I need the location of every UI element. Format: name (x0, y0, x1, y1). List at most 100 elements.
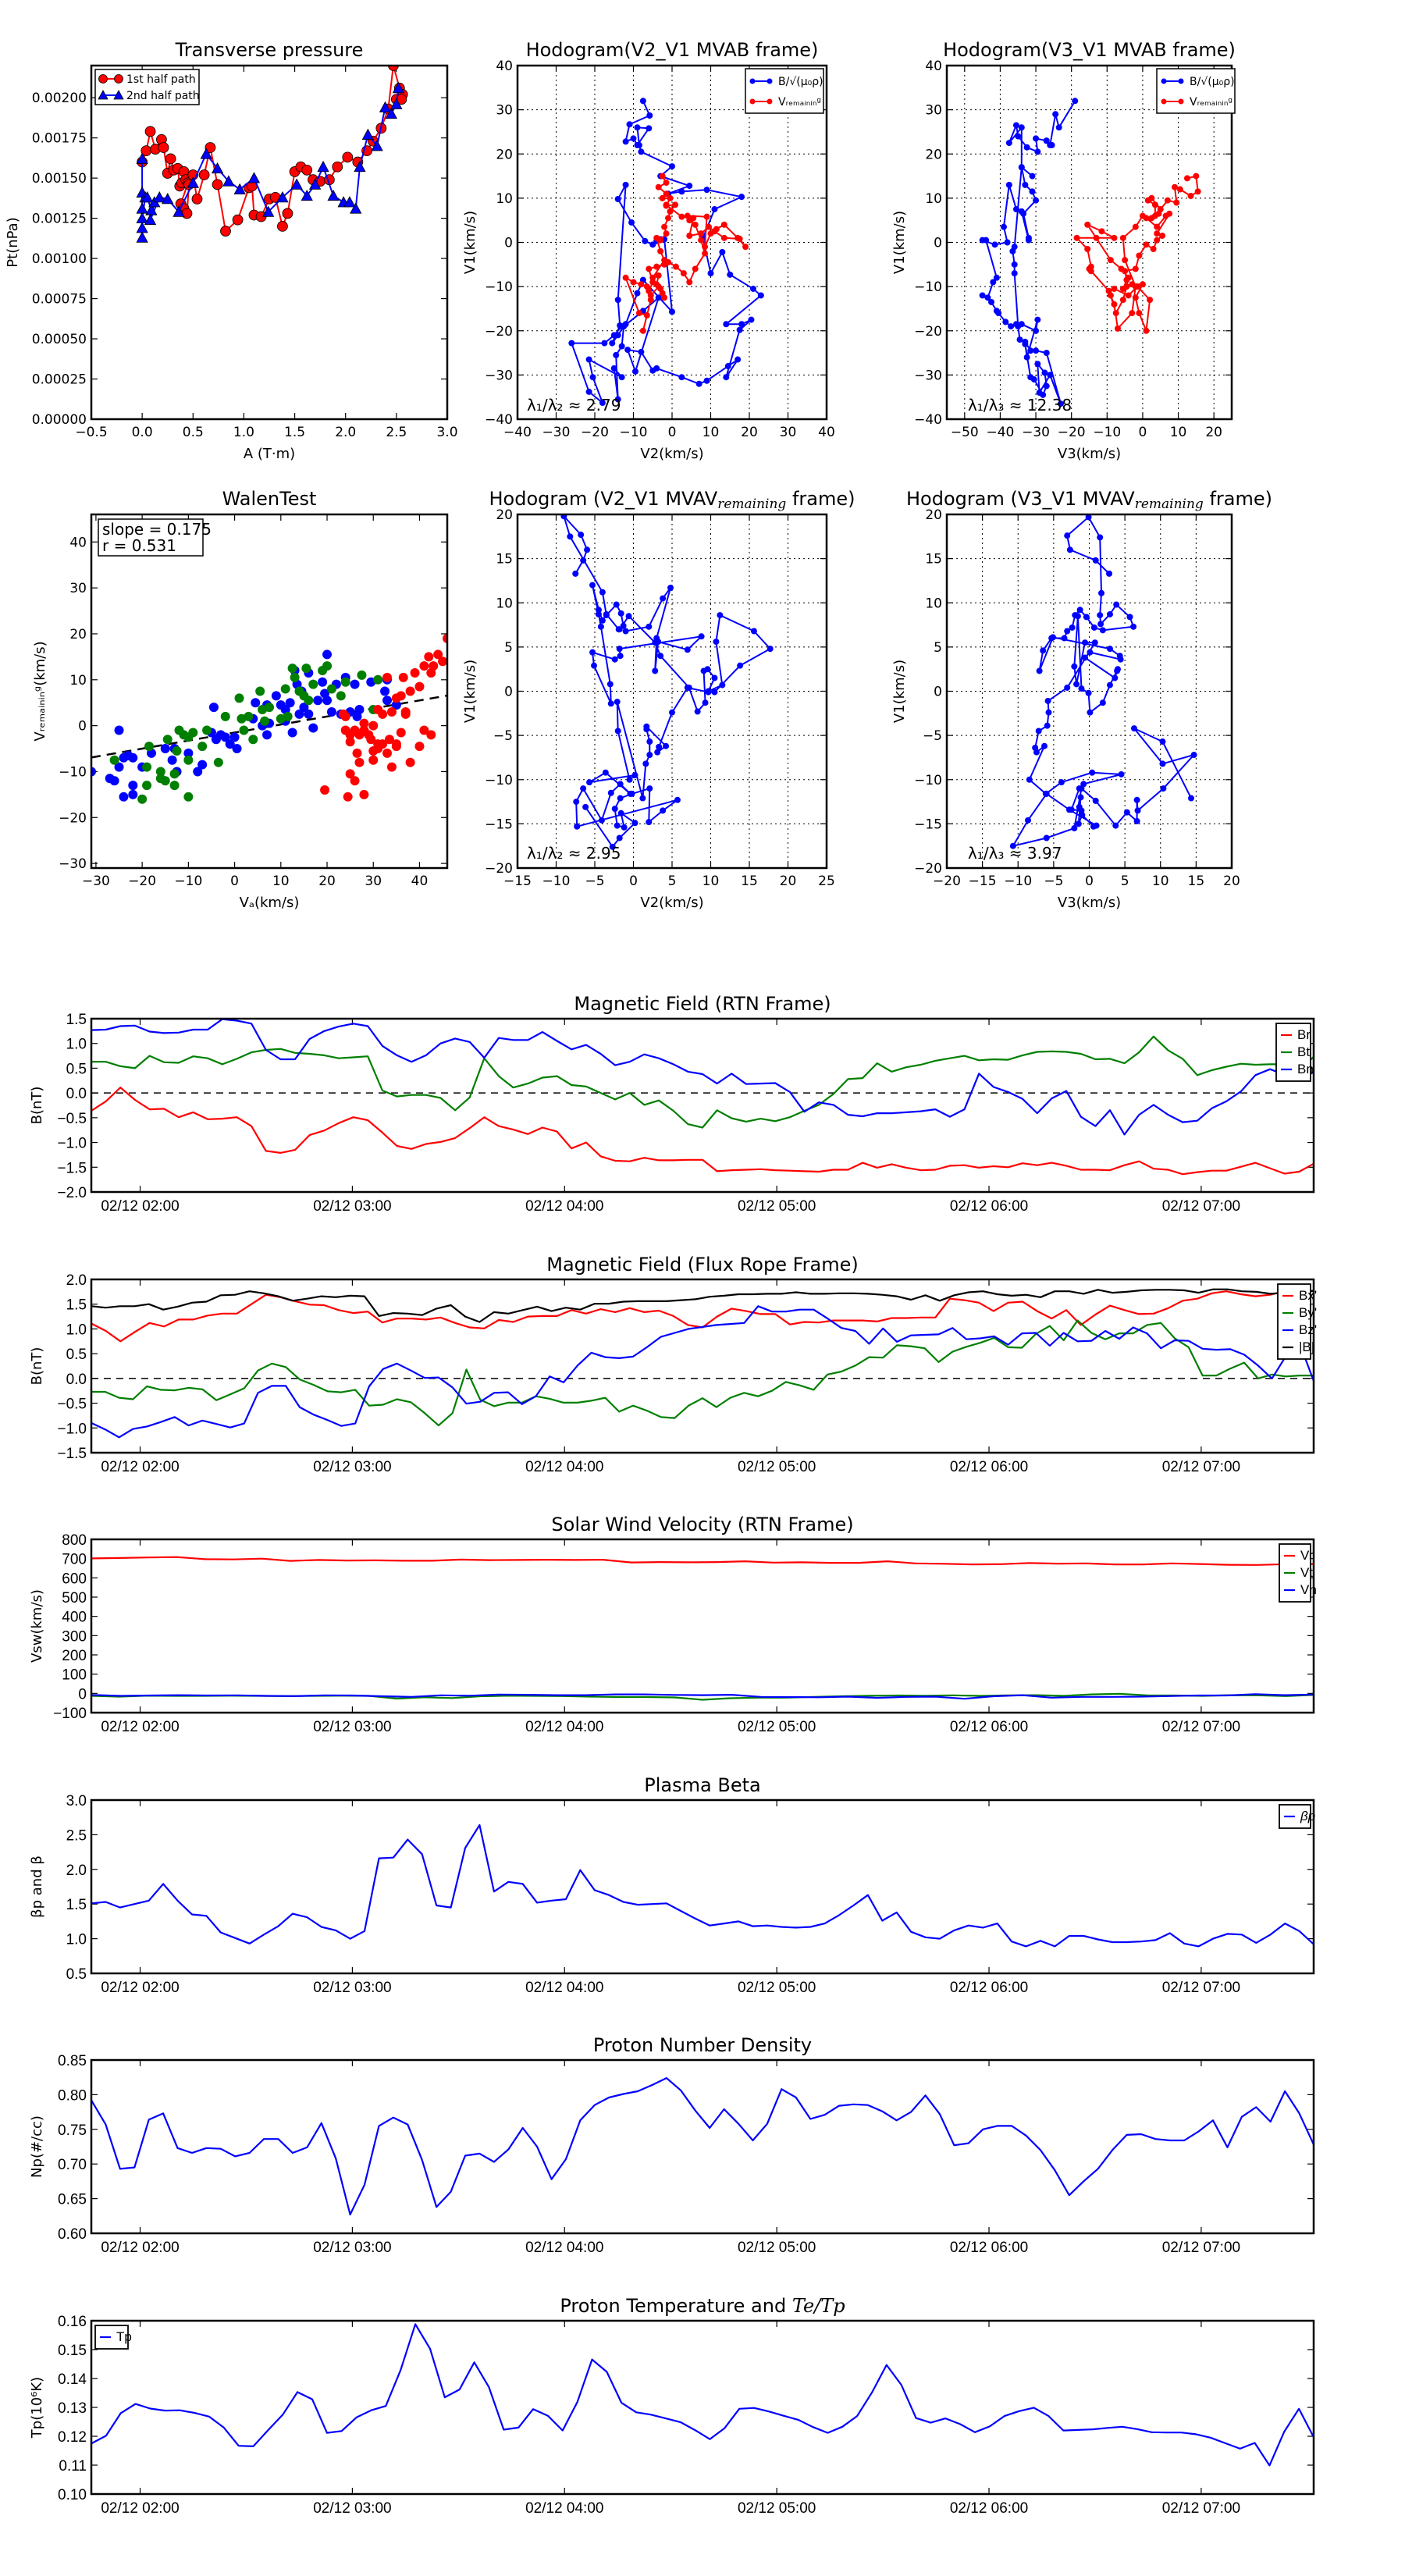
data-point (338, 709, 348, 719)
data-point (1187, 193, 1194, 200)
x-tick-label: 02/12 06:00 (950, 1719, 1028, 1735)
y-tick-label: 700 (62, 1552, 87, 1568)
data-point (1089, 769, 1096, 776)
data-point (144, 742, 155, 752)
legend-label: Vr (1300, 1548, 1314, 1563)
y-tick-label: 0.0 (66, 1086, 87, 1102)
data-point (1074, 613, 1081, 620)
chart-hodogram_v3v1_mvav: Hodogram (V3_V1 MVAVremaining frame)−20−… (891, 488, 1272, 911)
data-point (1111, 301, 1118, 308)
x-tick-label: −10 (620, 425, 648, 440)
data-point (653, 234, 660, 241)
data-point (595, 610, 602, 617)
data-point (678, 188, 685, 195)
data-point (713, 639, 720, 646)
data-point (1022, 181, 1029, 188)
data-point (1183, 175, 1190, 182)
data-point (173, 205, 185, 217)
legend: B/√(μ₀ρ) Vᵣₑₘₐᵢₙᵢₙᵍ (745, 68, 824, 114)
series-line (624, 176, 746, 332)
x-axis-label: V3(km/s) (1058, 446, 1121, 462)
x-tick-label: 15 (1188, 873, 1205, 889)
data-point (317, 160, 329, 173)
y-tick-label: 1.0 (66, 1037, 87, 1053)
y-tick-label: 20 (925, 147, 942, 162)
data-point (193, 767, 203, 777)
x-tick-label: 20 (780, 873, 797, 889)
data-point (1034, 316, 1041, 323)
y-tick-label: −30 (59, 856, 87, 872)
legend-marker (98, 74, 108, 84)
data-point (191, 194, 203, 205)
series-Vn-line (91, 1693, 1314, 1700)
data-point (610, 365, 617, 372)
y-tick-label: −40 (914, 412, 942, 428)
data-point (119, 792, 129, 802)
data-point (1009, 842, 1016, 849)
data-point (692, 265, 699, 272)
data-point (568, 340, 575, 347)
legend-item: Vᵣₑₘₐᵢₙᵢₙᵍ (1161, 96, 1232, 109)
data-point (1097, 612, 1104, 619)
data-point (631, 772, 638, 779)
data-point (222, 175, 235, 187)
data-point (580, 557, 587, 564)
data-point (382, 672, 393, 682)
x-tick-label: −15 (969, 873, 997, 889)
data-point (308, 178, 322, 190)
legend-marker (1161, 98, 1167, 105)
data-point (665, 258, 672, 265)
data-point (345, 737, 355, 747)
data-point (1119, 234, 1126, 241)
data-point (1064, 532, 1071, 539)
data-point (1047, 372, 1054, 379)
legend-label: B/√(μ₀ρ) (778, 76, 823, 88)
x-tick-label: −10 (542, 873, 571, 889)
data-point (1025, 817, 1032, 824)
data-point (371, 140, 383, 151)
y-tick-label: 200 (62, 1648, 87, 1664)
y-tick-label: 0.60 (58, 2226, 87, 2243)
y-tick-label: −2.0 (57, 1185, 87, 1201)
y-tick-label: 1.0 (66, 1932, 87, 1948)
data-point (1136, 310, 1143, 317)
chart-title: Hodogram(V2_V1 MVAB frame) (526, 39, 819, 61)
data-point (684, 684, 691, 691)
y-tick-label: 0.00100 (32, 251, 87, 267)
axes-frame (90, 64, 449, 421)
data-point (301, 189, 313, 201)
data-point (1065, 806, 1072, 813)
y-tick-label: −20 (485, 861, 513, 877)
y-tick-label: 0 (504, 685, 513, 700)
x-tick-label: 25 (818, 873, 835, 889)
data-point (659, 173, 666, 180)
y-axis-label: V1(km/s) (891, 211, 908, 274)
y-axis-label: V1(km/s) (462, 211, 478, 274)
data-point (661, 223, 668, 230)
data-point (653, 263, 660, 270)
data-point (1148, 215, 1155, 222)
data-point (282, 208, 293, 219)
data-point (663, 230, 670, 237)
legend-item: 2nd half path (98, 90, 200, 102)
data-point (1092, 557, 1099, 564)
data-point (169, 769, 180, 779)
x-tick-label: 02/12 03:00 (313, 1719, 391, 1735)
y-tick-label: 0 (78, 719, 87, 735)
x-axis-label: V3(km/s) (1058, 895, 1121, 911)
data-point (646, 819, 653, 826)
x-tick-label: 0 (1085, 873, 1094, 889)
data-point (652, 667, 659, 674)
data-point (1012, 206, 1019, 213)
x-tick-label: 20 (318, 873, 336, 889)
data-point (652, 639, 659, 646)
data-point (614, 699, 621, 706)
data-point (1055, 124, 1062, 131)
legend-item: B/√(μ₀ρ) (749, 76, 823, 88)
data-point (144, 213, 157, 226)
data-point (711, 206, 718, 213)
data-point (1113, 601, 1120, 608)
y-tick-label: −10 (485, 773, 513, 788)
chart-title: Solar Wind Velocity (RTN Frame) (551, 1514, 853, 1535)
data-point (382, 696, 393, 706)
